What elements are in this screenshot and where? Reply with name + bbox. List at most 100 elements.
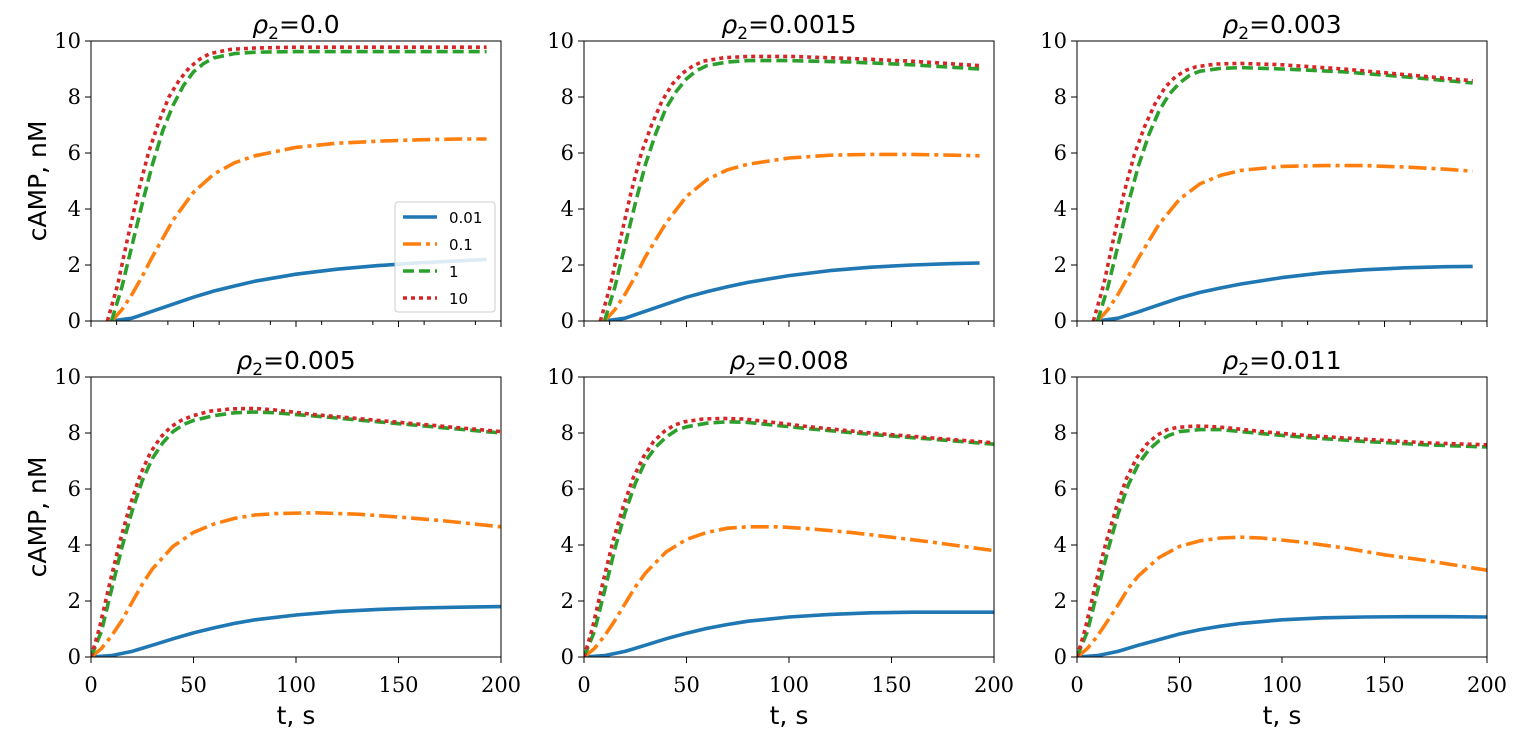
y-tick-label: 8	[1054, 85, 1067, 109]
y-tick-label: 0	[1054, 309, 1067, 333]
y-tick-label: 6	[1054, 477, 1067, 501]
legend-label-0.01: 0.01	[449, 209, 482, 227]
x-tick-label: 150	[378, 673, 418, 697]
y-tick-label: 2	[561, 589, 574, 613]
y-tick-label: 8	[561, 85, 574, 109]
x-tick-label: 200	[1467, 673, 1507, 697]
y-tick-label: 2	[561, 253, 574, 277]
y-tick-label: 10	[1040, 365, 1067, 389]
y-tick-label: 8	[1054, 421, 1067, 445]
panel-1: 0 2 4 6 8 10 ρ2=0.0 cAMP, nM 0.01 0.1 1 10	[23, 10, 502, 333]
series-group	[584, 416, 994, 657]
series-line-0.01	[584, 610, 994, 657]
x-tick-label: 100	[769, 673, 809, 697]
y-axis-label: cAMP, nM	[23, 121, 52, 242]
series-line-10	[1091, 61, 1473, 321]
panel-title: ρ2=0.011	[1222, 346, 1341, 380]
series-line-1	[584, 419, 994, 657]
series-group	[1077, 424, 1487, 657]
x-tick-label: 150	[1364, 673, 1404, 697]
series-line-0.1	[1077, 535, 1487, 657]
y-tick-label: 6	[561, 477, 574, 501]
series-line-10	[91, 406, 501, 657]
y-tick-label: 2	[68, 589, 81, 613]
panel-2: 0 2 4 6 8 10 ρ2=0.0015	[547, 10, 995, 333]
series-line-0.1	[584, 524, 994, 657]
series-line-0.1	[91, 510, 501, 657]
axes-frame	[583, 376, 995, 658]
series-line-1	[109, 49, 487, 321]
series-line-0.01	[91, 604, 501, 657]
y-axis-label: cAMP, nM	[23, 457, 52, 578]
y-tick-label: 4	[1054, 533, 1067, 557]
axes-frame	[583, 40, 995, 322]
legend-label-0.1: 0.1	[449, 236, 473, 254]
series-line-10	[105, 45, 487, 321]
x-tick-label: 50	[673, 673, 700, 697]
y-tick-label: 4	[68, 533, 81, 557]
x-tick-label: 100	[1262, 673, 1302, 697]
series-group	[598, 54, 980, 321]
legend: 0.01 0.1 1 10	[394, 201, 496, 313]
series-group	[1091, 61, 1473, 321]
y-tick-label: 2	[1054, 589, 1067, 613]
series-line-10	[598, 54, 980, 321]
x-axis-label: t, s	[1263, 701, 1302, 730]
y-tick-label: 4	[561, 197, 574, 221]
y-tick-label: 6	[68, 141, 81, 165]
y-tick-label: 4	[68, 197, 81, 221]
panel-3: 0 2 4 6 8 10 ρ2=0.003	[1040, 10, 1488, 333]
x-tick-label: 0	[577, 673, 590, 697]
x-tick-label: 0	[84, 673, 97, 697]
y-tick-label: 10	[54, 29, 81, 53]
series-line-0.1	[110, 137, 487, 321]
y-tick-label: 2	[68, 253, 81, 277]
y-tick-label: 10	[547, 365, 574, 389]
x-tick-label: 50	[180, 673, 207, 697]
y-tick-label: 0	[1054, 645, 1067, 669]
panel-title: ρ2=0.005	[236, 346, 355, 380]
y-tick-label: 6	[561, 141, 574, 165]
y-tick-label: 8	[68, 85, 81, 109]
x-tick-label: 200	[974, 673, 1014, 697]
series-line-0.01	[1077, 614, 1487, 657]
y-tick-label: 4	[561, 533, 574, 557]
x-tick-label: 50	[1166, 673, 1193, 697]
series-line-10	[584, 416, 994, 657]
y-tick-label: 2	[1054, 253, 1067, 277]
x-axis-label: t, s	[770, 701, 809, 730]
legend-label-1: 1	[449, 263, 459, 281]
x-tick-label: 200	[481, 673, 521, 697]
y-tick-label: 10	[1040, 29, 1067, 53]
y-tick-label: 0	[68, 309, 81, 333]
y-tick-label: 10	[54, 365, 81, 389]
panel-title: ρ2=0.003	[1222, 10, 1341, 44]
series-line-0.1	[603, 152, 980, 321]
series-line-0.01	[604, 261, 980, 321]
panel-title: ρ2=0.0015	[721, 10, 856, 44]
series-line-1	[1077, 427, 1487, 657]
y-tick-label: 8	[68, 421, 81, 445]
series-line-0.1	[1096, 163, 1473, 321]
x-tick-label: 100	[276, 673, 316, 697]
panel-title: ρ2=0.008	[729, 346, 848, 380]
panel-title: ρ2=0.0	[252, 10, 339, 44]
series-line-10	[1077, 424, 1487, 657]
x-tick-label: 150	[871, 673, 911, 697]
series-line-1	[602, 58, 980, 321]
y-tick-label: 0	[68, 645, 81, 669]
y-tick-label: 0	[561, 309, 574, 333]
y-tick-label: 6	[68, 477, 81, 501]
y-tick-label: 6	[1054, 141, 1067, 165]
y-tick-label: 8	[561, 421, 574, 445]
x-tick-label: 0	[1070, 673, 1083, 697]
y-tick-label: 4	[1054, 197, 1067, 221]
y-tick-label: 10	[547, 29, 574, 53]
series-line-0.01	[1097, 264, 1473, 321]
legend-label-10: 10	[449, 290, 468, 308]
x-axis-label: t, s	[277, 701, 316, 730]
